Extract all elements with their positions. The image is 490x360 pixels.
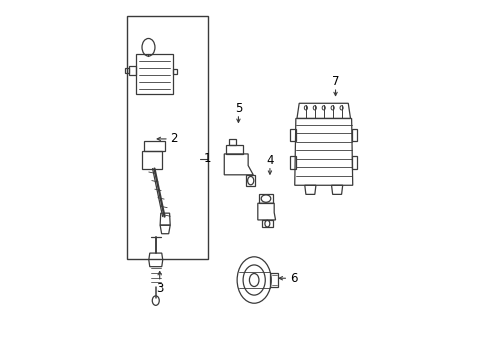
- Text: 2: 2: [171, 132, 178, 145]
- Text: 7: 7: [332, 75, 339, 88]
- Bar: [127, 16, 208, 258]
- Text: 5: 5: [235, 102, 242, 115]
- Text: 6: 6: [290, 272, 297, 285]
- Text: 3: 3: [156, 283, 163, 296]
- Text: 1: 1: [203, 152, 211, 165]
- Text: 4: 4: [266, 154, 274, 167]
